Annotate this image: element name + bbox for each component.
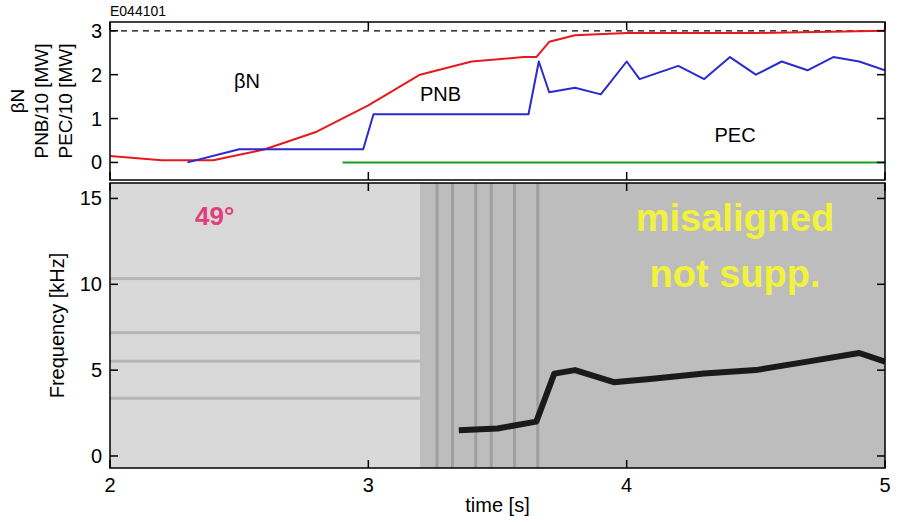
x-tick-label: 5 bbox=[879, 474, 890, 496]
spectrogram-stripe bbox=[536, 183, 539, 468]
spectrogram-band bbox=[110, 360, 420, 363]
annotation: 49° bbox=[195, 201, 234, 231]
y-tick-label: 0 bbox=[91, 151, 102, 173]
y-tick bbox=[110, 369, 118, 371]
y-tick bbox=[877, 369, 885, 371]
y-tick bbox=[877, 118, 885, 120]
plot-frame bbox=[110, 22, 885, 180]
y-axis-title: PNB/10 [MW] bbox=[31, 43, 52, 158]
y-tick bbox=[877, 284, 885, 286]
spectrogram-stripe bbox=[451, 183, 454, 468]
x-tick bbox=[626, 183, 628, 191]
annotation: not supp. bbox=[650, 253, 821, 295]
y-tick bbox=[110, 162, 118, 164]
x-tick bbox=[626, 172, 628, 180]
series-group bbox=[459, 353, 885, 430]
y-axis-title: Frequency [kHz] bbox=[46, 253, 68, 399]
x-tick bbox=[109, 460, 111, 468]
spectrogram-band bbox=[110, 277, 420, 280]
x-tick bbox=[368, 172, 370, 180]
title: E044101 bbox=[110, 3, 166, 19]
y-tick-label: 1 bbox=[91, 108, 102, 130]
y-tick-label: 3 bbox=[91, 20, 102, 42]
spectrogram-band bbox=[110, 397, 420, 400]
y-tick bbox=[877, 30, 885, 32]
x-tick bbox=[109, 22, 111, 30]
spectrogram-stripe bbox=[490, 183, 493, 468]
x-tick bbox=[109, 183, 111, 191]
series-line bbox=[188, 57, 886, 162]
y-tick bbox=[110, 30, 118, 32]
x-axis-title: time [s] bbox=[465, 494, 529, 516]
y-tick bbox=[110, 455, 118, 457]
series-line bbox=[459, 353, 885, 430]
label-bg bbox=[713, 123, 758, 147]
series-label: PEC bbox=[715, 124, 756, 146]
spectrogram-bg bbox=[110, 183, 885, 468]
x-tick bbox=[884, 172, 886, 180]
y-tick-label: 5 bbox=[91, 359, 102, 381]
plot-frame bbox=[110, 183, 885, 468]
reference-line bbox=[110, 30, 885, 31]
x-tick-label: 4 bbox=[621, 474, 632, 496]
x-tick-label: 2 bbox=[104, 474, 115, 496]
y-tick bbox=[877, 74, 885, 76]
y-axis-title: βN bbox=[7, 89, 28, 114]
series-group bbox=[110, 31, 885, 163]
label-bg bbox=[232, 69, 262, 93]
annotation: misaligned bbox=[636, 197, 835, 239]
y-tick bbox=[110, 118, 118, 120]
figure: 0123E044101βNPNB/10 [MW]PEC/10 [MW]βNPNB… bbox=[0, 0, 903, 522]
series-label: PNB bbox=[420, 83, 461, 105]
y-tick bbox=[877, 162, 885, 164]
x-tick bbox=[109, 172, 111, 180]
label-bg bbox=[418, 82, 463, 106]
spectrogram-bg bbox=[420, 183, 885, 468]
x-tick bbox=[626, 460, 628, 468]
x-tick-label: 3 bbox=[363, 474, 374, 496]
spectrogram-stripe bbox=[436, 183, 439, 468]
y-tick bbox=[110, 284, 118, 286]
y-tick bbox=[110, 74, 118, 76]
x-tick bbox=[626, 22, 628, 30]
x-tick bbox=[884, 183, 886, 191]
y-tick bbox=[877, 455, 885, 457]
spectrogram-stripe bbox=[474, 183, 477, 468]
y-tick-label: 10 bbox=[80, 273, 102, 295]
x-tick bbox=[368, 22, 370, 30]
x-tick bbox=[884, 460, 886, 468]
y-tick-label: 0 bbox=[91, 445, 102, 467]
y-tick bbox=[877, 198, 885, 200]
y-tick-label: 2 bbox=[91, 64, 102, 86]
x-tick bbox=[368, 183, 370, 191]
y-tick bbox=[110, 198, 118, 200]
series-label: βN bbox=[234, 70, 260, 92]
series-line bbox=[110, 31, 885, 161]
y-axis-title: PEC/10 [MW] bbox=[55, 43, 76, 158]
x-tick bbox=[368, 460, 370, 468]
x-tick bbox=[884, 22, 886, 30]
series-line bbox=[343, 161, 886, 163]
y-tick-label: 15 bbox=[80, 187, 102, 209]
spectrogram-band bbox=[110, 331, 420, 334]
